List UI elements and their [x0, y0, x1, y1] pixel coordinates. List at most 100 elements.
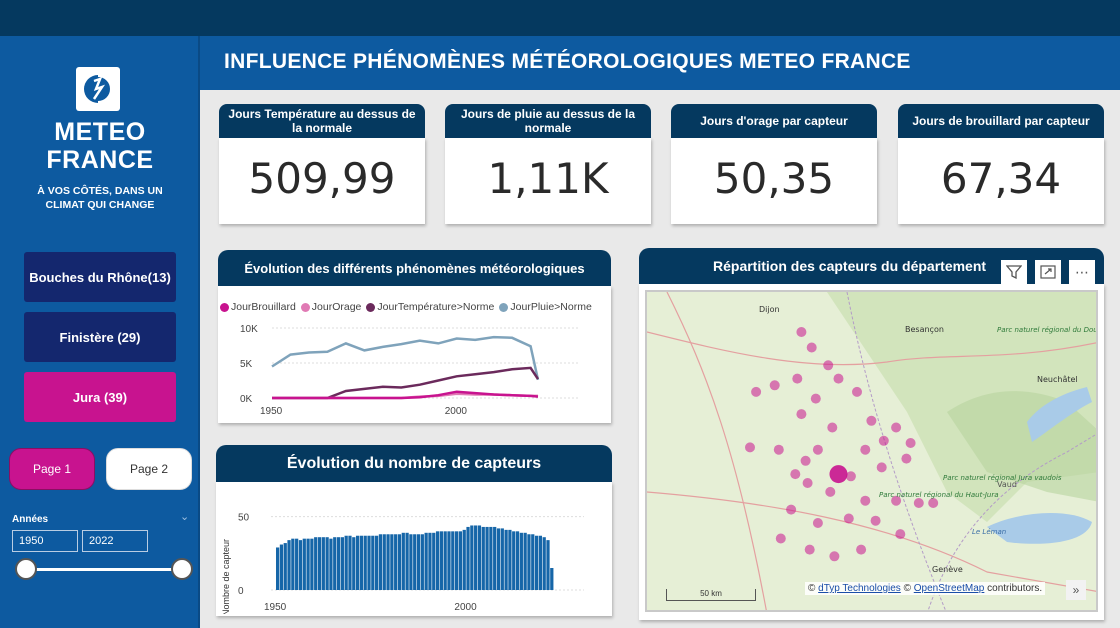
- bar-1987: [416, 534, 421, 590]
- bar-2013: [515, 531, 520, 590]
- sensor-point[interactable]: [800, 455, 811, 466]
- sensor-point[interactable]: [845, 471, 856, 482]
- year-slider-start-handle[interactable]: [15, 558, 37, 580]
- sensor-point[interactable]: [856, 544, 867, 555]
- sensor-point[interactable]: [891, 495, 902, 506]
- bar-1951: [279, 544, 284, 590]
- sensor-point[interactable]: [796, 409, 807, 420]
- more-options-icon[interactable]: ⋯: [1069, 260, 1095, 284]
- sensor-point[interactable]: [775, 533, 786, 544]
- bar-1957: [302, 538, 306, 590]
- bar-2009: [500, 528, 504, 590]
- map-road: [647, 491, 1096, 592]
- sensor-point[interactable]: [796, 327, 807, 337]
- sensor-point[interactable]: [810, 393, 821, 404]
- sensor-point[interactable]: [792, 373, 803, 384]
- sensor-point[interactable]: [825, 486, 836, 497]
- dept-button-finistere[interactable]: Finistère (29): [24, 312, 176, 362]
- kpi-value-temperature: 509,99: [248, 154, 396, 203]
- bar-1968: [344, 535, 348, 590]
- map-label-neuchatel: Neuchâtel: [1037, 375, 1078, 384]
- map[interactable]: Dijon Besançon Neuchâtel Genève Le Léman…: [645, 290, 1098, 612]
- attribution-link-osm[interactable]: OpenStreetMap: [913, 583, 985, 594]
- sensor-point[interactable]: [804, 544, 815, 555]
- sensor-point[interactable]: [812, 444, 823, 455]
- bar-1965: [333, 537, 337, 590]
- sensor-point[interactable]: [829, 551, 840, 562]
- map-label-vaud: Vaud: [997, 480, 1017, 489]
- page-1-button[interactable]: Page 1: [9, 448, 95, 490]
- sensor-point[interactable]: [827, 422, 838, 433]
- bar-1959: [310, 538, 314, 590]
- bar-2005: [485, 526, 489, 590]
- sensor-point[interactable]: [823, 360, 834, 371]
- focus-mode-icon[interactable]: [1035, 260, 1061, 284]
- bar-xtick-label: 2000: [454, 602, 477, 613]
- bar-1980: [390, 534, 394, 590]
- sensor-point[interactable]: [870, 515, 881, 526]
- sensor-point[interactable]: [769, 380, 780, 391]
- bar-1962: [321, 537, 325, 590]
- bar-1954: [291, 538, 295, 590]
- year-from-input[interactable]: 1950: [12, 530, 78, 552]
- sensor-point[interactable]: [829, 465, 848, 484]
- bar-1984: [405, 532, 409, 590]
- expand-attribution-icon[interactable]: »: [1066, 580, 1086, 600]
- bar-1970: [352, 537, 356, 590]
- kpi-value-fog: 67,34: [940, 154, 1062, 203]
- year-slider-track[interactable]: [25, 568, 182, 571]
- year-to-input[interactable]: 2022: [82, 530, 148, 552]
- year-slider-end-handle[interactable]: [171, 558, 193, 580]
- sensor-point[interactable]: [928, 498, 939, 508]
- sensor-point[interactable]: [866, 415, 877, 426]
- dept-button-jura[interactable]: Jura (39): [24, 372, 176, 422]
- bar-1999: [462, 529, 466, 590]
- sensor-point[interactable]: [790, 469, 801, 480]
- bar-2015: [523, 532, 527, 590]
- bar-1966: [336, 537, 341, 590]
- sensor-point[interactable]: [833, 373, 844, 384]
- sensor-point[interactable]: [773, 444, 784, 455]
- sensor-point[interactable]: [802, 478, 813, 488]
- kpi-label-temperature: Jours Température au dessus de la normal…: [219, 104, 425, 138]
- map-label-park-doubs: Parc naturel régional du Doubs Horloger: [997, 326, 1098, 334]
- filter-icon[interactable]: [1001, 260, 1027, 284]
- bar-1981: [394, 534, 398, 590]
- sensor-point[interactable]: [751, 386, 762, 397]
- sensor-point[interactable]: [876, 462, 887, 473]
- bar-2006: [489, 526, 493, 590]
- sensor-point[interactable]: [852, 386, 862, 397]
- sensor-point[interactable]: [905, 438, 916, 448]
- map-label-park-jura-vaudois: Parc naturel régional Jura vaudois: [943, 474, 1062, 482]
- attribution-link-dtyp[interactable]: dTyp Technologies: [818, 583, 901, 594]
- dept-button-bouches-du-rhone[interactable]: Bouches du Rhône(13): [24, 252, 176, 302]
- bar-1950: [276, 547, 280, 590]
- bar-ytick-label: 50: [238, 513, 250, 524]
- main-area: INFLUENCE PHÉNOMÈNES MÉTÉOROLOGIQUES MET…: [200, 36, 1120, 628]
- sensor-point[interactable]: [891, 422, 902, 433]
- map-label-dijon: Dijon: [759, 305, 780, 314]
- logo-tagline-line2: CLIMAT QUI CHANGE: [45, 199, 155, 211]
- sensor-point[interactable]: [843, 513, 854, 524]
- page-2-button[interactable]: Page 2: [106, 448, 192, 490]
- legend-item-brouillard: JourBrouillard: [220, 301, 296, 313]
- sensor-point[interactable]: [806, 342, 817, 353]
- chevron-down-icon[interactable]: ⌄: [180, 511, 190, 523]
- bar-xtick-label: 1950: [264, 602, 287, 613]
- legend-label-pluie: JourPluie>Norme: [510, 301, 592, 313]
- bar-1967: [340, 537, 344, 590]
- bar-1974: [367, 535, 371, 590]
- sensor-point[interactable]: [786, 504, 797, 515]
- sensor-point[interactable]: [895, 529, 906, 540]
- sensor-point[interactable]: [878, 435, 889, 446]
- map-lake-neuchatel: [1027, 387, 1092, 442]
- sensor-point[interactable]: [913, 498, 924, 508]
- kpi-label-fog: Jours de brouillard par capteur: [898, 104, 1104, 138]
- sensor-point[interactable]: [812, 518, 823, 528]
- bar-1996: [451, 531, 455, 590]
- sensor-point[interactable]: [901, 453, 912, 464]
- sensor-point[interactable]: [860, 495, 871, 506]
- sensor-point[interactable]: [860, 444, 871, 455]
- bar-2002: [474, 525, 478, 590]
- sensor-point[interactable]: [745, 442, 755, 453]
